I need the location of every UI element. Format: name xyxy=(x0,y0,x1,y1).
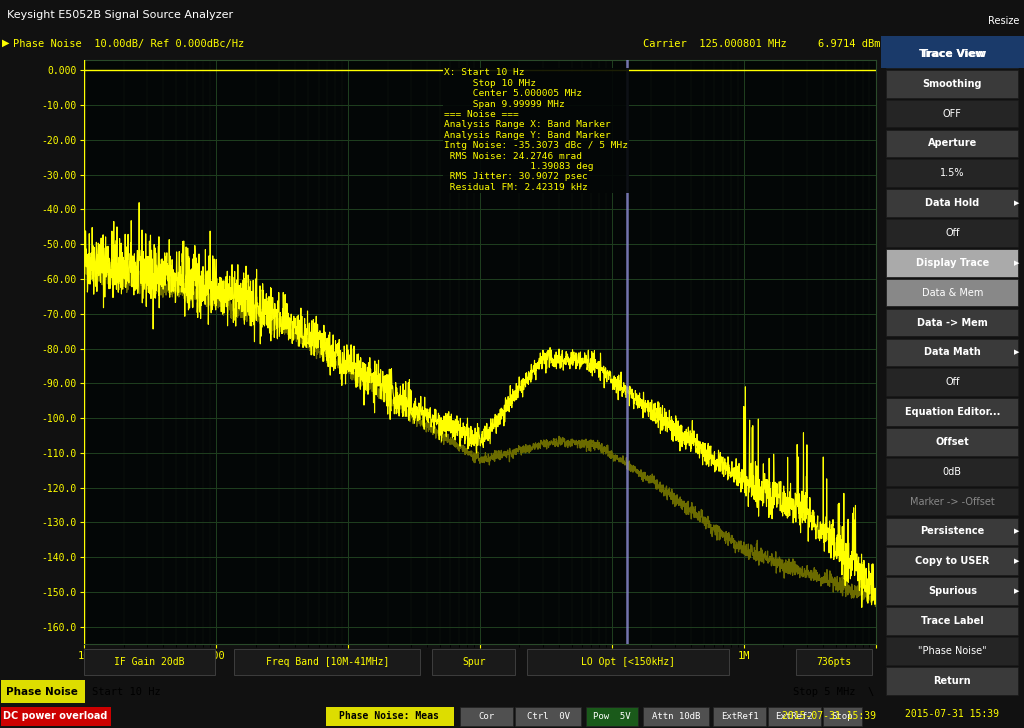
Text: 1.5%: 1.5% xyxy=(940,168,965,178)
FancyBboxPatch shape xyxy=(326,707,454,726)
FancyBboxPatch shape xyxy=(887,159,1018,187)
Text: Marker -> -Offset: Marker -> -Offset xyxy=(910,496,994,507)
Text: Display Trace: Display Trace xyxy=(915,258,989,268)
Text: Spur: Spur xyxy=(462,657,485,667)
FancyBboxPatch shape xyxy=(768,707,821,726)
FancyBboxPatch shape xyxy=(887,518,1018,545)
Text: Off: Off xyxy=(945,228,959,238)
FancyBboxPatch shape xyxy=(887,368,1018,396)
Text: Persistence: Persistence xyxy=(921,526,984,537)
Text: Keysight E5052B Signal Source Analyzer: Keysight E5052B Signal Source Analyzer xyxy=(7,9,233,20)
FancyBboxPatch shape xyxy=(887,130,1018,157)
Text: Phase Noise  10.00dB/ Ref 0.000dBc/Hz: Phase Noise 10.00dB/ Ref 0.000dBc/Hz xyxy=(13,39,245,50)
FancyBboxPatch shape xyxy=(887,488,1018,515)
Text: Trace View: Trace View xyxy=(919,49,986,59)
FancyBboxPatch shape xyxy=(887,40,1018,68)
FancyBboxPatch shape xyxy=(881,36,1024,68)
FancyBboxPatch shape xyxy=(887,458,1018,486)
FancyBboxPatch shape xyxy=(887,70,1018,98)
Text: Trace View: Trace View xyxy=(921,49,984,59)
Text: Stop: Stop xyxy=(831,712,853,721)
Text: X: Start 10 Hz 
     Stop 10 MHz
     Center 5.000005 MHz
     Span 9.99999 MHz
: X: Start 10 Hz Stop 10 MHz Center 5.0000… xyxy=(444,68,628,192)
Text: LO Opt [<150kHz]: LO Opt [<150kHz] xyxy=(582,657,675,667)
FancyBboxPatch shape xyxy=(887,339,1018,366)
Text: Return: Return xyxy=(934,676,971,686)
FancyBboxPatch shape xyxy=(887,398,1018,426)
Text: Smoothing: Smoothing xyxy=(923,79,982,89)
FancyBboxPatch shape xyxy=(643,707,709,726)
Text: Pow  5V: Pow 5V xyxy=(593,712,631,721)
Text: Start 10 Hz: Start 10 Hz xyxy=(92,687,161,697)
Text: Freq Band [10M-41MHz]: Freq Band [10M-41MHz] xyxy=(265,657,389,667)
FancyBboxPatch shape xyxy=(460,707,513,726)
Text: ▶: ▶ xyxy=(1015,529,1020,534)
Text: 736pts: 736pts xyxy=(816,657,852,667)
FancyBboxPatch shape xyxy=(432,649,515,675)
FancyBboxPatch shape xyxy=(887,637,1018,665)
Text: Phase Noise: Meas: Phase Noise: Meas xyxy=(339,711,439,721)
Text: Data & Mem: Data & Mem xyxy=(922,288,983,298)
Text: ExtRef2: ExtRef2 xyxy=(775,712,813,721)
FancyBboxPatch shape xyxy=(887,577,1018,605)
Text: ▶: ▶ xyxy=(1015,260,1020,266)
Text: Cor: Cor xyxy=(478,712,495,721)
FancyBboxPatch shape xyxy=(1,707,111,726)
Text: Trace Label: Trace Label xyxy=(921,616,984,626)
FancyBboxPatch shape xyxy=(586,707,639,726)
FancyBboxPatch shape xyxy=(887,249,1018,277)
Text: Offset: Offset xyxy=(936,437,969,447)
FancyBboxPatch shape xyxy=(527,649,729,675)
Text: Phase Noise: Phase Noise xyxy=(6,687,78,697)
Text: ▶: ▶ xyxy=(1015,588,1020,594)
Text: Stop 5 MHz  \: Stop 5 MHz \ xyxy=(793,687,873,697)
FancyBboxPatch shape xyxy=(234,649,421,675)
Text: IF Gain 20dB: IF Gain 20dB xyxy=(114,657,184,667)
Text: Ctrl  0V: Ctrl 0V xyxy=(526,712,569,721)
FancyBboxPatch shape xyxy=(887,219,1018,247)
FancyBboxPatch shape xyxy=(887,667,1018,695)
Text: ▶: ▶ xyxy=(1015,200,1020,206)
Text: ▶: ▶ xyxy=(1015,558,1020,564)
Text: OFF: OFF xyxy=(943,108,962,119)
Text: Resize: Resize xyxy=(988,16,1020,26)
Text: Data Hold: Data Hold xyxy=(926,198,979,208)
Text: ▶: ▶ xyxy=(1015,349,1020,355)
Text: Aperture: Aperture xyxy=(928,138,977,149)
Text: DC power overload: DC power overload xyxy=(3,711,108,721)
FancyBboxPatch shape xyxy=(714,707,766,726)
FancyBboxPatch shape xyxy=(887,309,1018,336)
FancyBboxPatch shape xyxy=(1,680,85,703)
FancyBboxPatch shape xyxy=(822,707,862,726)
Text: Carrier  125.000801 MHz     6.9714 dBm: Carrier 125.000801 MHz 6.9714 dBm xyxy=(643,39,881,50)
Text: Off: Off xyxy=(945,377,959,387)
FancyBboxPatch shape xyxy=(797,649,871,675)
FancyBboxPatch shape xyxy=(887,547,1018,575)
Text: 2015-07-31 15:39: 2015-07-31 15:39 xyxy=(782,711,877,721)
Text: ▶: ▶ xyxy=(2,38,9,48)
FancyBboxPatch shape xyxy=(515,707,582,726)
Text: Data -> Mem: Data -> Mem xyxy=(916,317,988,328)
FancyBboxPatch shape xyxy=(887,279,1018,306)
Text: Spurious: Spurious xyxy=(928,586,977,596)
FancyBboxPatch shape xyxy=(887,100,1018,127)
Text: 0dB: 0dB xyxy=(943,467,962,477)
FancyBboxPatch shape xyxy=(84,649,215,675)
FancyBboxPatch shape xyxy=(887,428,1018,456)
Text: 2015-07-31 15:39: 2015-07-31 15:39 xyxy=(905,709,999,719)
Text: Equation Editor...: Equation Editor... xyxy=(904,407,1000,417)
Text: ExtRef1: ExtRef1 xyxy=(721,712,759,721)
FancyBboxPatch shape xyxy=(887,607,1018,635)
Text: Attn 10dB: Attn 10dB xyxy=(651,712,700,721)
FancyBboxPatch shape xyxy=(887,189,1018,217)
Text: "Phase Noise": "Phase Noise" xyxy=(918,646,987,656)
Text: Data Math: Data Math xyxy=(924,347,981,357)
Text: Copy to USER: Copy to USER xyxy=(915,556,989,566)
